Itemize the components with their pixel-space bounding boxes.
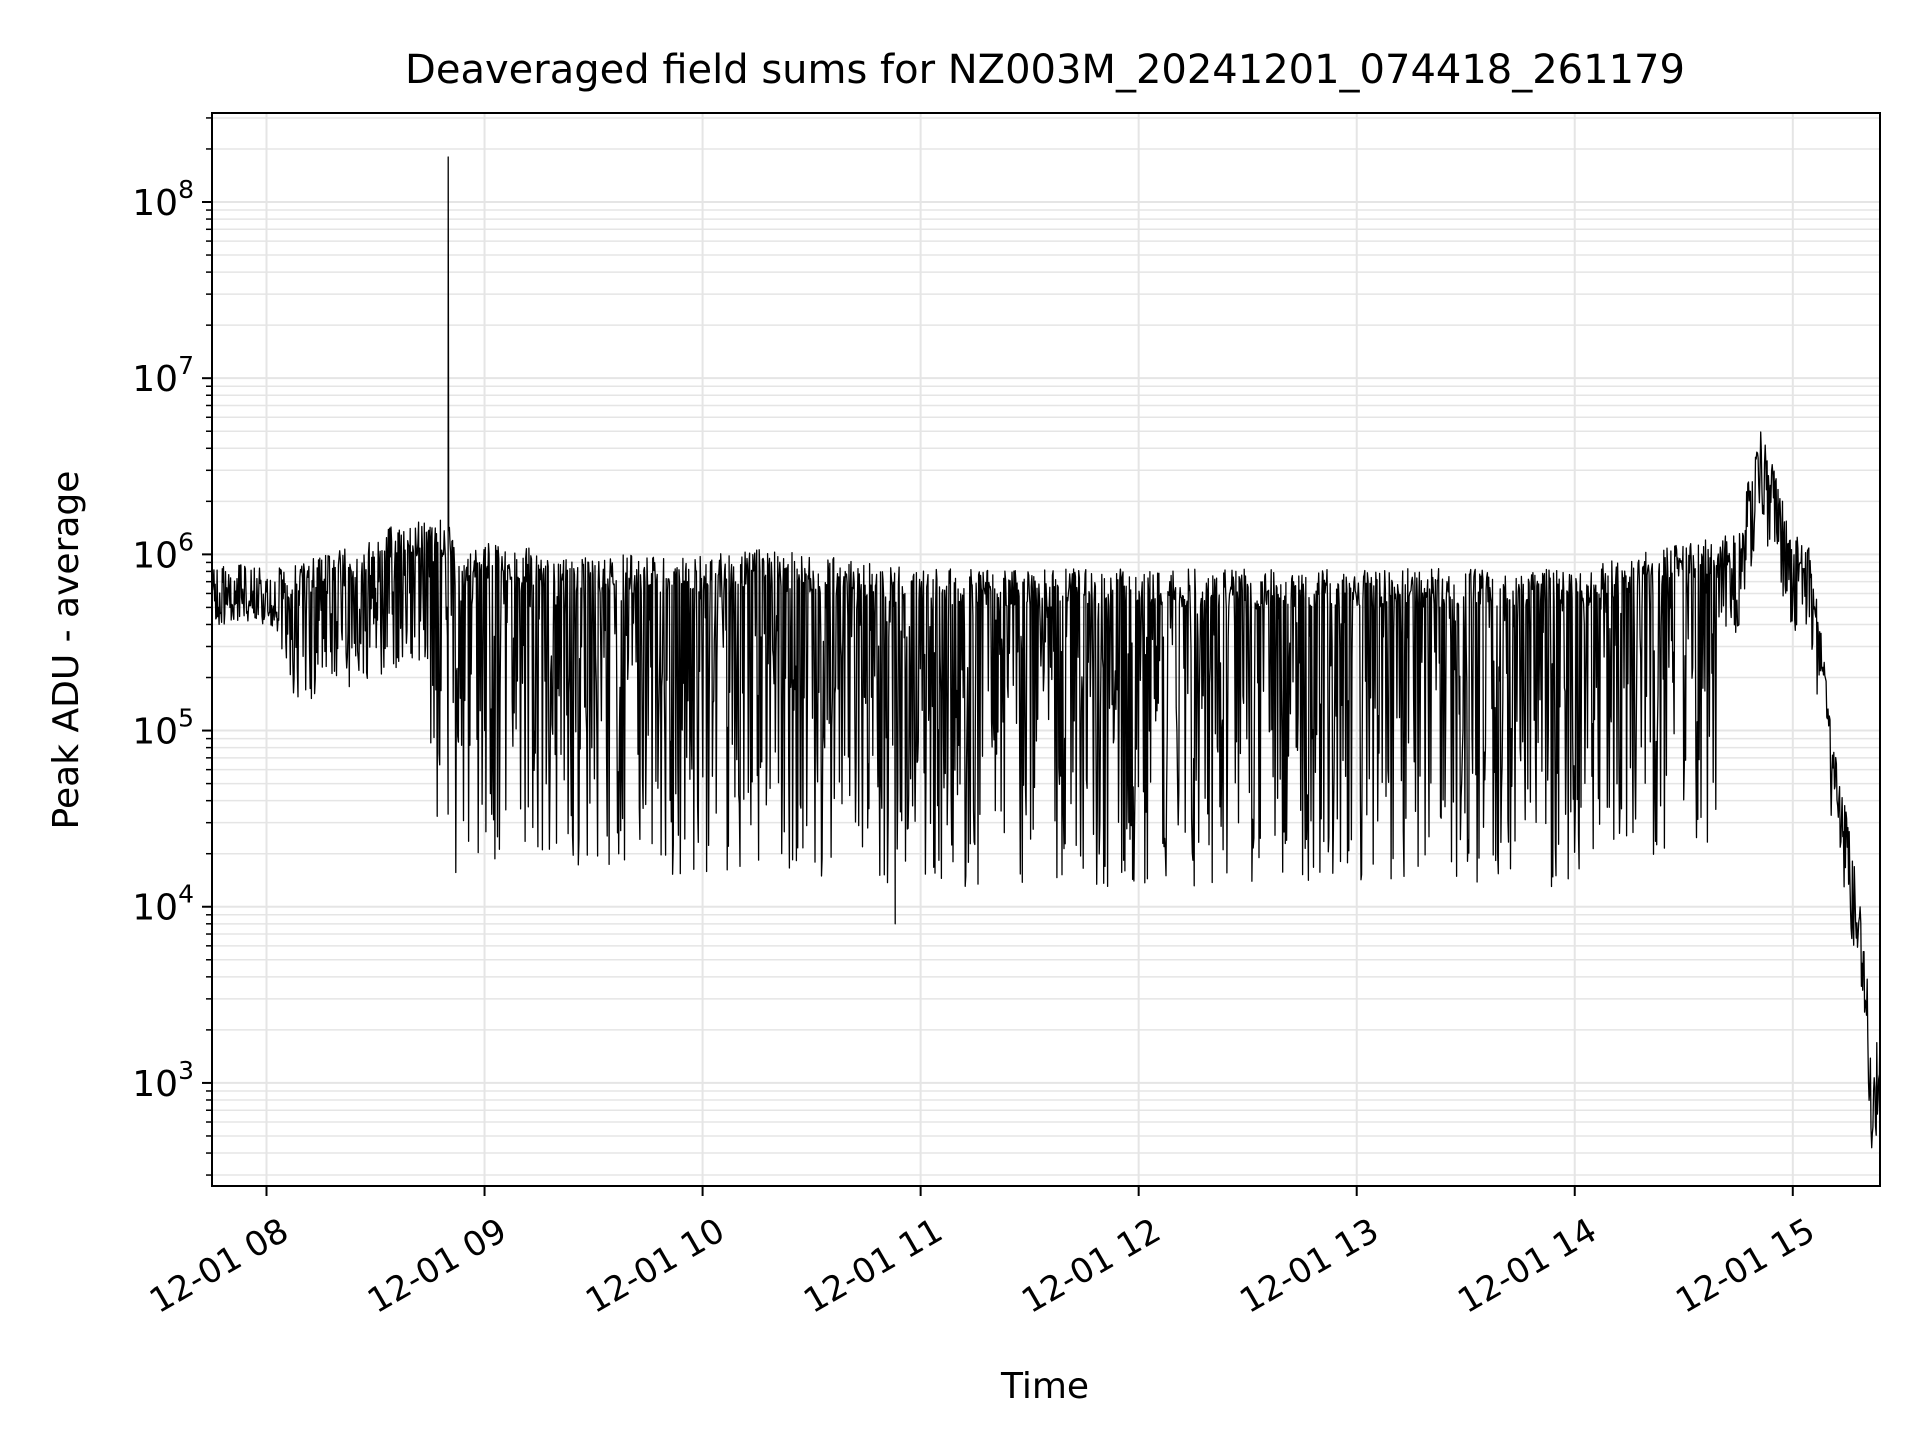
chart-title: Deaveraged field sums for NZ003M_2024120… [405,47,1685,93]
data-layer [212,156,1880,1149]
y-axis-label: Peak ADU - average [46,471,87,830]
grid-lines [212,113,1880,1186]
y-tick-label: 107 [132,351,194,400]
y-tick-label: 108 [132,175,194,224]
plot-frame [211,112,1881,1187]
series-line-0 [212,156,1880,1149]
x-axis-label: Time [1000,1366,1089,1407]
